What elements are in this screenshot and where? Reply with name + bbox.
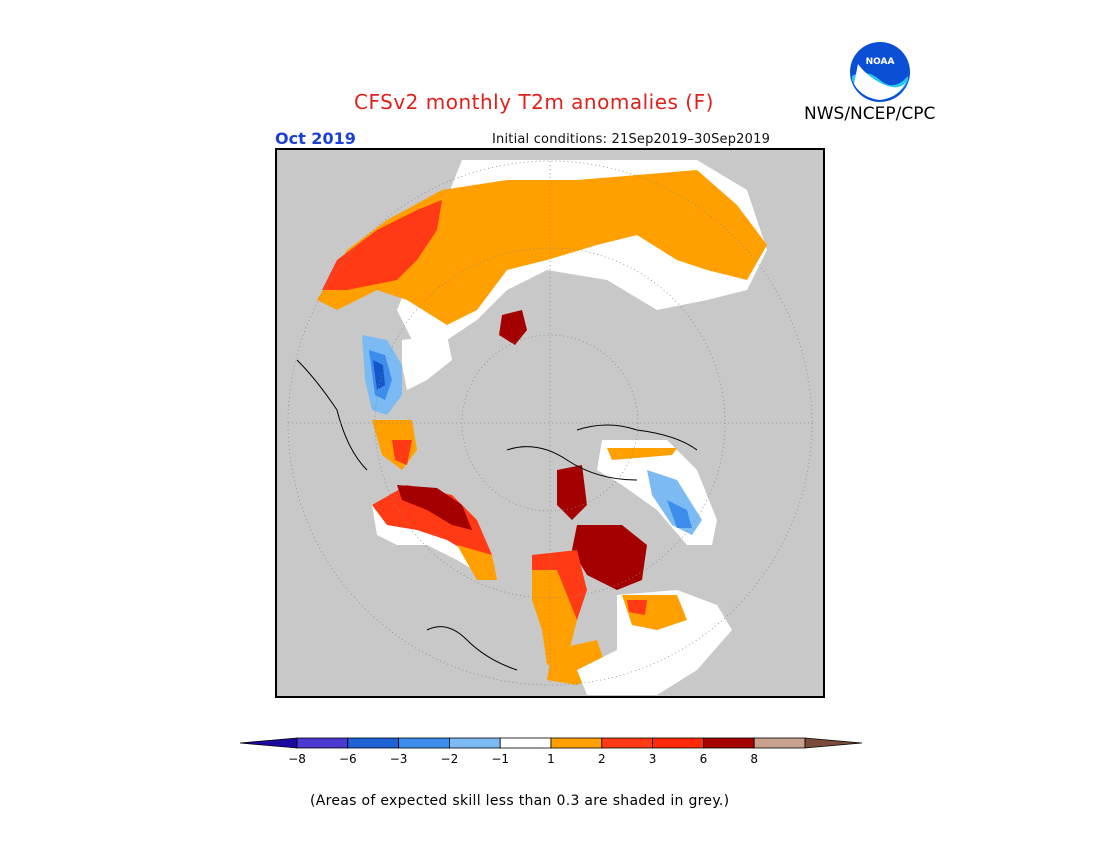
svg-text:NOAA: NOAA: [866, 57, 895, 67]
colorbar-tick-label: 8: [750, 752, 759, 766]
region-neutral-quebec: [577, 590, 732, 695]
polar-map: [275, 148, 825, 698]
colorbar-arrow-right: [804, 737, 862, 749]
colorbar-tick-label: −8: [288, 752, 306, 766]
region-hot-alaska: [372, 485, 492, 555]
region-warm-hudson: [532, 570, 577, 665]
region-very-hot-taymyr: [499, 310, 527, 345]
colorbar-segment: [550, 737, 603, 749]
colorbar-segment: [652, 737, 704, 749]
colorbar-segment: [702, 737, 755, 749]
region-coldest-scandinavia: [373, 360, 385, 390]
map-title: CFSv2 monthly T2m anomalies (F): [354, 90, 714, 114]
coastlines: [296, 359, 698, 671]
forecast-month: Oct 2019: [275, 129, 356, 148]
colorbar-segment: [448, 737, 501, 749]
agency-label: NWS/NCEP/CPC: [804, 104, 936, 124]
skill-footnote: (Areas of expected skill less than 0.3 a…: [310, 793, 730, 809]
region-hot-labrador: [627, 600, 647, 615]
colorbar-tick-label: 2: [597, 752, 606, 766]
region-very-hot-baffin: [572, 525, 647, 590]
colorbar-arrow-left: [240, 737, 298, 749]
colorbar: [240, 737, 862, 749]
region-hot-europe: [392, 440, 412, 465]
initial-conditions: Initial conditions: 21Sep2019–30Sep2019: [492, 132, 771, 147]
polar-map-canvas: [277, 150, 823, 696]
colorbar-tick-label: −6: [338, 752, 357, 766]
colorbar-segment: [753, 737, 806, 749]
colorbar-tick-label: −3: [389, 752, 408, 766]
graticule: [287, 160, 813, 686]
colorbar-segment: [499, 737, 552, 749]
colorbar-segment: [398, 737, 450, 749]
colorbar-segment: [347, 737, 400, 749]
colorbar-tick-label: 3: [648, 752, 657, 766]
colorbar-tick-label: 6: [699, 752, 708, 766]
colorbar-segment: [296, 737, 349, 749]
colorbar-segment: [601, 737, 653, 749]
region-neutral-nw-russia: [402, 335, 452, 390]
colorbar-tick-label: 1: [547, 752, 555, 766]
region-cooler-greenland: [667, 500, 692, 528]
region-very-hot-alaska: [397, 485, 472, 530]
noaa-logo: NOAA: [850, 42, 910, 102]
region-warm-north-greenland: [607, 448, 677, 460]
region-hot-west-russia: [322, 200, 442, 290]
region-warm-yukon: [457, 545, 497, 580]
colorbar-tick-label: −1: [491, 752, 510, 766]
colorbar-tick-label: −2: [440, 752, 459, 766]
